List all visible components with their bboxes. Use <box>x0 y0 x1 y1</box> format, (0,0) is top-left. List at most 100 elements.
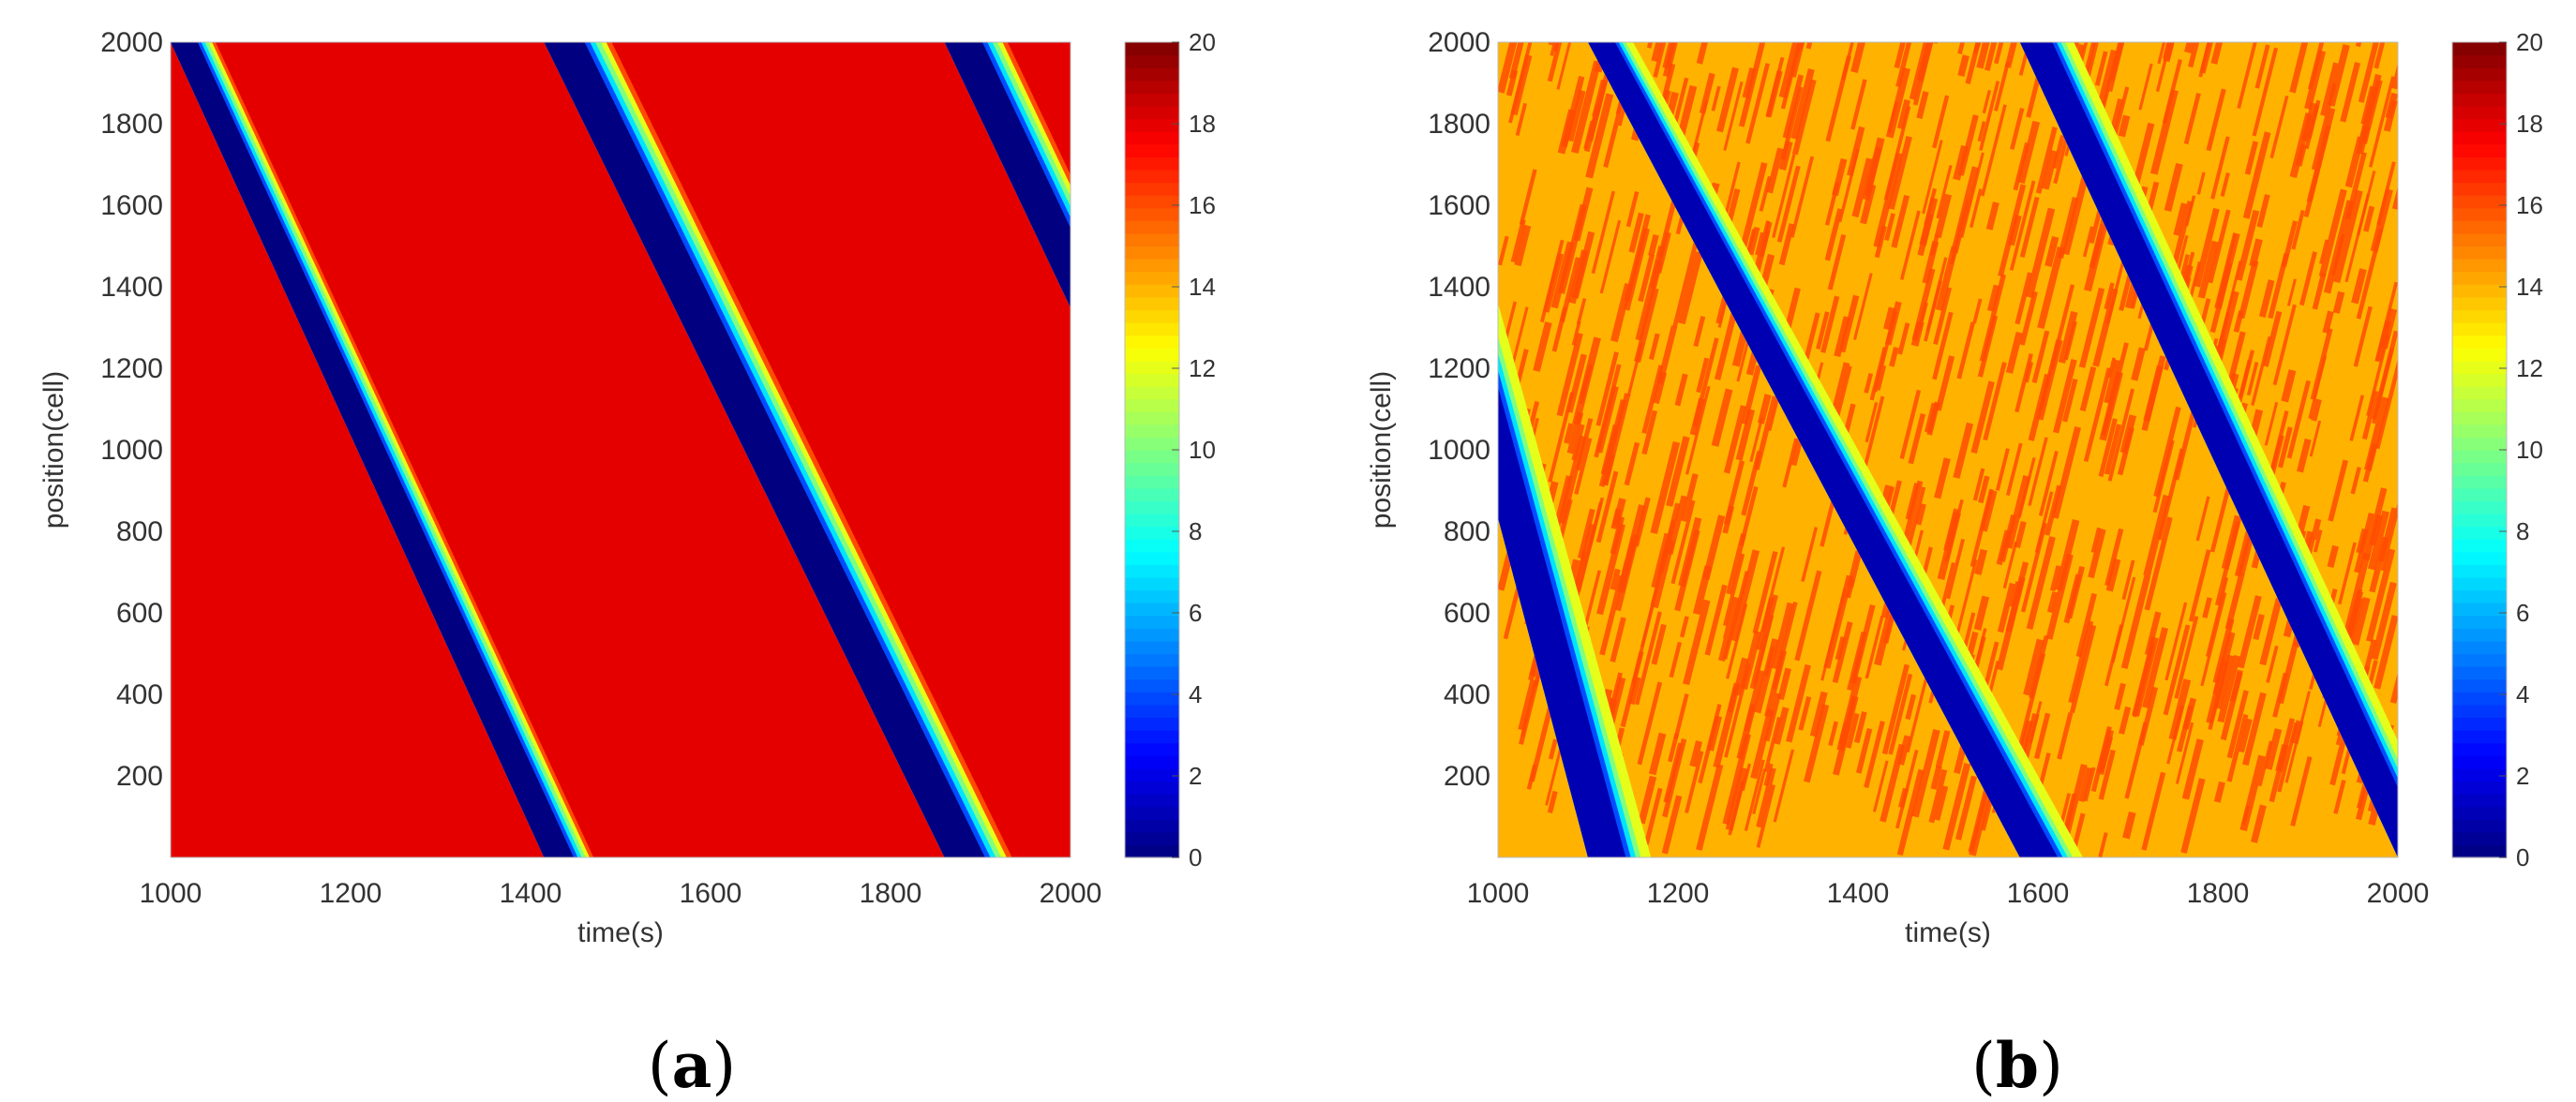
colorbar-segment <box>2452 232 2507 247</box>
noise-streak <box>1881 663 1910 755</box>
noise-streak <box>2355 42 2362 48</box>
noise-streak <box>1533 321 1552 372</box>
noise-streak <box>1935 246 1958 311</box>
noise-streak <box>1801 527 1819 583</box>
noise-streak <box>1678 516 1702 588</box>
jam-band <box>1498 303 1652 857</box>
noise-streak <box>1519 169 1537 225</box>
colorbar-tick-label: 18 <box>1189 110 1216 138</box>
noise-streak <box>1739 161 1768 253</box>
noise-streak <box>2217 654 2241 723</box>
colorbar-segment <box>2452 195 2507 209</box>
x-tick-label: 1000 <box>1467 878 1530 909</box>
colorbar-segment <box>1125 564 1179 578</box>
colorbar-segment <box>1125 781 1179 795</box>
noise-streak <box>1872 760 1889 812</box>
noise-streak <box>1628 212 1644 253</box>
noise-streak <box>1723 553 1745 627</box>
colorbar-segment <box>2452 386 2507 400</box>
noise-streak <box>2082 42 2097 80</box>
noise-streak <box>2090 725 2112 793</box>
noise-streak <box>2198 42 2211 78</box>
noise-streak <box>2119 414 2137 454</box>
noise-streak <box>1681 473 1699 522</box>
noise-streak <box>2110 97 2123 129</box>
noise-streak <box>1778 42 1801 98</box>
noise-streak <box>1693 316 1706 348</box>
colorbar-tick-label: 10 <box>2516 436 2543 464</box>
noise-streak <box>1896 98 1910 129</box>
noise-streak <box>1599 219 1622 294</box>
noise-streak <box>2138 686 2159 746</box>
noise-streak <box>2014 272 2033 325</box>
noise-streak <box>1888 136 1912 210</box>
noise-streak <box>1764 647 1775 677</box>
noise-streak <box>2061 379 2078 423</box>
colorbar-segment <box>1125 844 1179 858</box>
noise-streak <box>1804 312 1820 360</box>
noise-streak <box>1970 380 1995 454</box>
noise-streak <box>2289 42 2309 94</box>
colorbar-segment <box>1125 755 1179 769</box>
noise-streak <box>1832 157 1848 197</box>
noise-streak <box>2366 334 2390 417</box>
noise-streak <box>1638 775 1657 825</box>
colorbar-segment <box>1125 551 1179 565</box>
colorbar-segment <box>2452 207 2507 221</box>
noise-streak <box>2058 310 2078 364</box>
noise-streak <box>1865 401 1879 443</box>
noise-streak <box>2088 528 2106 579</box>
colorbar-segment <box>1125 704 1179 719</box>
noise-streak <box>1656 325 1678 384</box>
noise-streak <box>1678 251 1703 325</box>
colorbar-segment <box>2452 169 2507 184</box>
noise-streak <box>1641 365 1664 435</box>
noise-streak <box>2374 281 2398 363</box>
noise-streak <box>2114 682 2126 710</box>
noise-streak <box>1561 75 1585 148</box>
colorbar-segment <box>2452 794 2507 808</box>
noise-streak <box>1750 708 1775 780</box>
panel-caption-a: (a) <box>647 1029 737 1102</box>
colorbar-segment <box>1125 386 1179 400</box>
noise-streak <box>1741 763 1751 792</box>
colorbar-segment <box>1125 67 1179 82</box>
noise-streak <box>1794 570 1822 662</box>
noise-streak <box>1747 226 1760 256</box>
x-tick-label: 1800 <box>2187 878 2250 909</box>
jam-band-layer <box>1588 42 2059 857</box>
noise-streak <box>2206 632 2236 724</box>
noise-streak <box>1633 497 1651 547</box>
colorbar-segment <box>2452 628 2507 642</box>
noise-streak <box>1972 298 1983 324</box>
noise-streak <box>1744 759 1765 831</box>
x-tick-label: 1600 <box>680 878 742 909</box>
colorbar-segment <box>1125 628 1179 642</box>
noise-streak <box>1932 311 1954 380</box>
colorbar-segment <box>1125 653 1179 667</box>
noise-streak <box>2226 714 2249 782</box>
noise-streak <box>2173 202 2188 236</box>
noise-streak <box>1508 42 1524 80</box>
noise-streak <box>1574 438 1593 495</box>
noise-streak <box>2031 330 2050 383</box>
noise-streak <box>1713 682 1741 768</box>
noise-streak <box>1696 357 1710 394</box>
noise-streak <box>1934 457 1951 499</box>
x-tick-label: 1200 <box>1647 878 1710 909</box>
colorbar-segment <box>2452 678 2507 692</box>
noise-streak <box>1648 333 1660 361</box>
noise-streak <box>2163 42 2175 63</box>
noise-streak <box>2286 278 2297 306</box>
noise-streak <box>1880 743 1906 823</box>
noise-streak <box>2304 50 2327 111</box>
noise-streak <box>1986 284 2000 312</box>
colorbar-segment <box>2452 576 2507 591</box>
colorbar-segment <box>1125 615 1179 629</box>
noise-streak <box>1662 42 1676 69</box>
noise-streak <box>1558 203 1587 294</box>
noise-streak <box>1869 347 1887 401</box>
noise-streak <box>1953 144 1969 181</box>
noise-streak <box>2363 396 2389 471</box>
noise-streak <box>1847 126 1865 177</box>
